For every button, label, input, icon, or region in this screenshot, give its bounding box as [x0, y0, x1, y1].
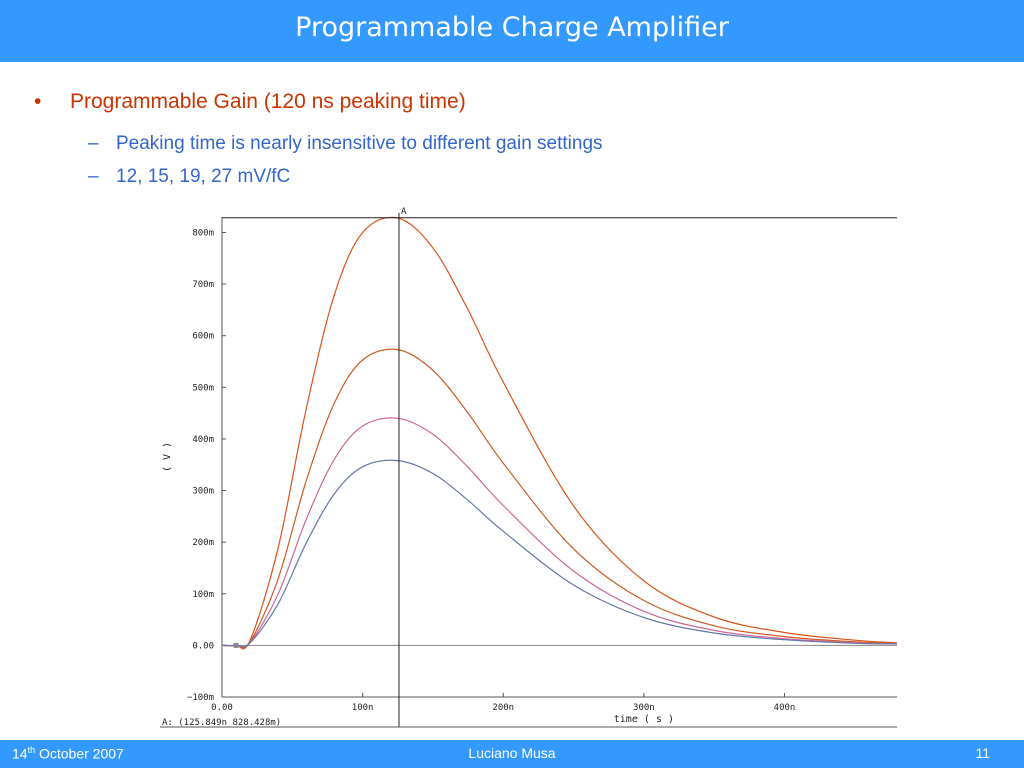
marker-label: A: [401, 207, 407, 217]
y-tick-label: 700m: [192, 280, 214, 290]
footer-page-number: 11: [975, 745, 990, 761]
footer-date-rest: October 2007: [35, 745, 124, 762]
start-marker-dot: [233, 642, 239, 648]
bullet-mark: •: [34, 90, 42, 113]
y-tick-label: 500m: [192, 383, 214, 393]
series-line-3: [221, 417, 898, 648]
series-line-1: [221, 216, 898, 650]
slide-title: Programmable Charge Amplifier: [295, 12, 729, 43]
y-tick-label: 100m: [192, 590, 214, 600]
waveform-chart: −100m0.00100m200m300m400m500m600m700m800…: [160, 207, 898, 728]
series-line-2: [221, 348, 898, 649]
series-line-4: [221, 459, 898, 648]
y-tick-label: 0.00: [192, 641, 214, 651]
y-tick-label: 400m: [192, 435, 214, 445]
y-tick-label: 200m: [192, 538, 214, 548]
footer: 14th October 2007 Luciano Musa 11: [0, 740, 1024, 768]
sub-bullet-2-text: 12, 15, 19, 27 mV/fC: [116, 166, 291, 187]
x-axis-label: time ( s ): [614, 714, 674, 725]
footer-date-day: 14: [12, 745, 28, 762]
y-tick-label: 800m: [192, 228, 214, 238]
x-tick-label: 400n: [774, 703, 796, 713]
y-tick-label: −100m: [187, 693, 214, 703]
main-bullet-text: Programmable Gain (120 ns peaking time): [70, 90, 466, 113]
y-tick-label: 600m: [192, 332, 214, 342]
title-bar: [0, 0, 1024, 62]
y-tick-label: 300m: [192, 487, 214, 497]
x-tick-label: 100n: [352, 703, 374, 713]
sub-bullet-1-text: Peaking time is nearly insensitive to di…: [116, 133, 603, 154]
y-axis-label: ( V ): [162, 442, 173, 472]
main-bullet: • Programmable Gain (120 ns peaking time): [34, 90, 466, 114]
marker-readout: A: (125.849n 828.428m): [162, 718, 281, 728]
x-tick-label: 200n: [492, 703, 514, 713]
sub-bullet-1: – Peaking time is nearly insensitive to d…: [88, 133, 603, 155]
dash-mark: –: [88, 166, 99, 187]
x-tick-label: 300n: [633, 703, 655, 713]
sub-bullet-2: –12, 15, 19, 27 mV/fC: [88, 166, 290, 188]
footer-author: Luciano Musa: [468, 745, 556, 761]
footer-date: 14th October 2007: [12, 745, 124, 762]
dash-mark: –: [88, 133, 99, 154]
x-tick-label: 0.00: [211, 703, 233, 713]
footer-date-sup: th: [27, 745, 36, 755]
